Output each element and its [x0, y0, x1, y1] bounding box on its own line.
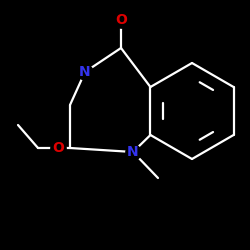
Text: N: N	[127, 145, 139, 159]
Text: N: N	[79, 65, 91, 79]
Text: O: O	[115, 13, 127, 27]
Text: O: O	[52, 141, 64, 155]
